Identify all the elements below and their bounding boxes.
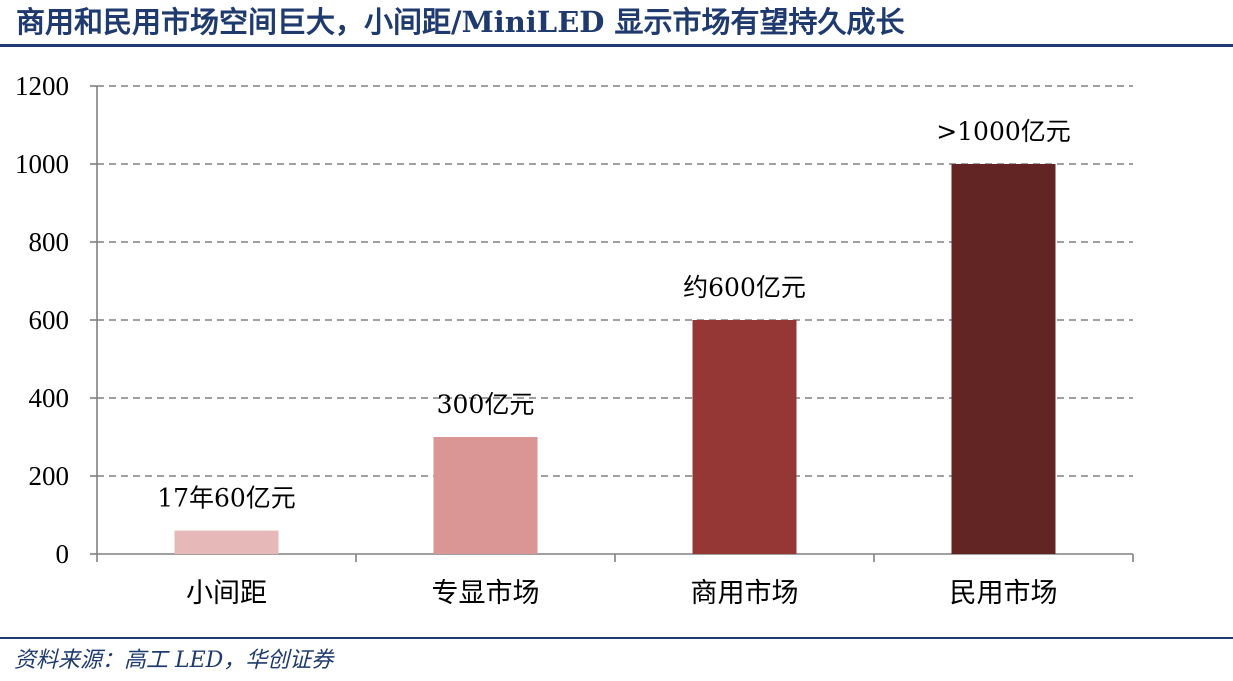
y-tick-label: 0: [56, 539, 70, 569]
gridlines: [97, 85, 1133, 477]
data-label: 17年60亿元: [157, 484, 296, 513]
category-label: 小间距: [186, 578, 267, 609]
y-tick-labels: 0 200 400 600 800 1000 1200: [15, 71, 69, 569]
category-labels: 小间距 专显市场 商用市场 民用市场: [186, 578, 1058, 609]
data-label: >1000亿元: [936, 117, 1071, 146]
category-label: 专显市场: [432, 578, 540, 609]
data-label: 300亿元: [437, 390, 535, 419]
y-tick-label: 1000: [15, 149, 69, 179]
data-labels: 17年60亿元 300亿元 约600亿元 >1000亿元: [157, 117, 1071, 513]
source-note: 资料来源：高工 LED，华创证券: [14, 648, 334, 673]
y-tick-label: 200: [29, 461, 70, 491]
y-tick-label: 400: [29, 383, 70, 413]
category-label: 商用市场: [691, 578, 799, 609]
bar-1: [174, 530, 279, 554]
bars: [174, 164, 1056, 554]
y-tick-label: 1200: [15, 71, 69, 101]
bar-2: [433, 437, 538, 554]
chart-title: 商用和民用市场空间巨大，小间距/MiniLED 显示市场有望持久成长: [16, 5, 905, 39]
source-divider: [0, 637, 1233, 639]
bar-3: [692, 320, 797, 554]
category-label: 民用市场: [950, 578, 1058, 609]
title-divider: [0, 44, 1233, 47]
y-tick-label: 600: [29, 305, 70, 335]
data-label: 约600亿元: [683, 273, 806, 302]
bar-4: [951, 164, 1056, 554]
y-tick-label: 800: [29, 227, 70, 257]
